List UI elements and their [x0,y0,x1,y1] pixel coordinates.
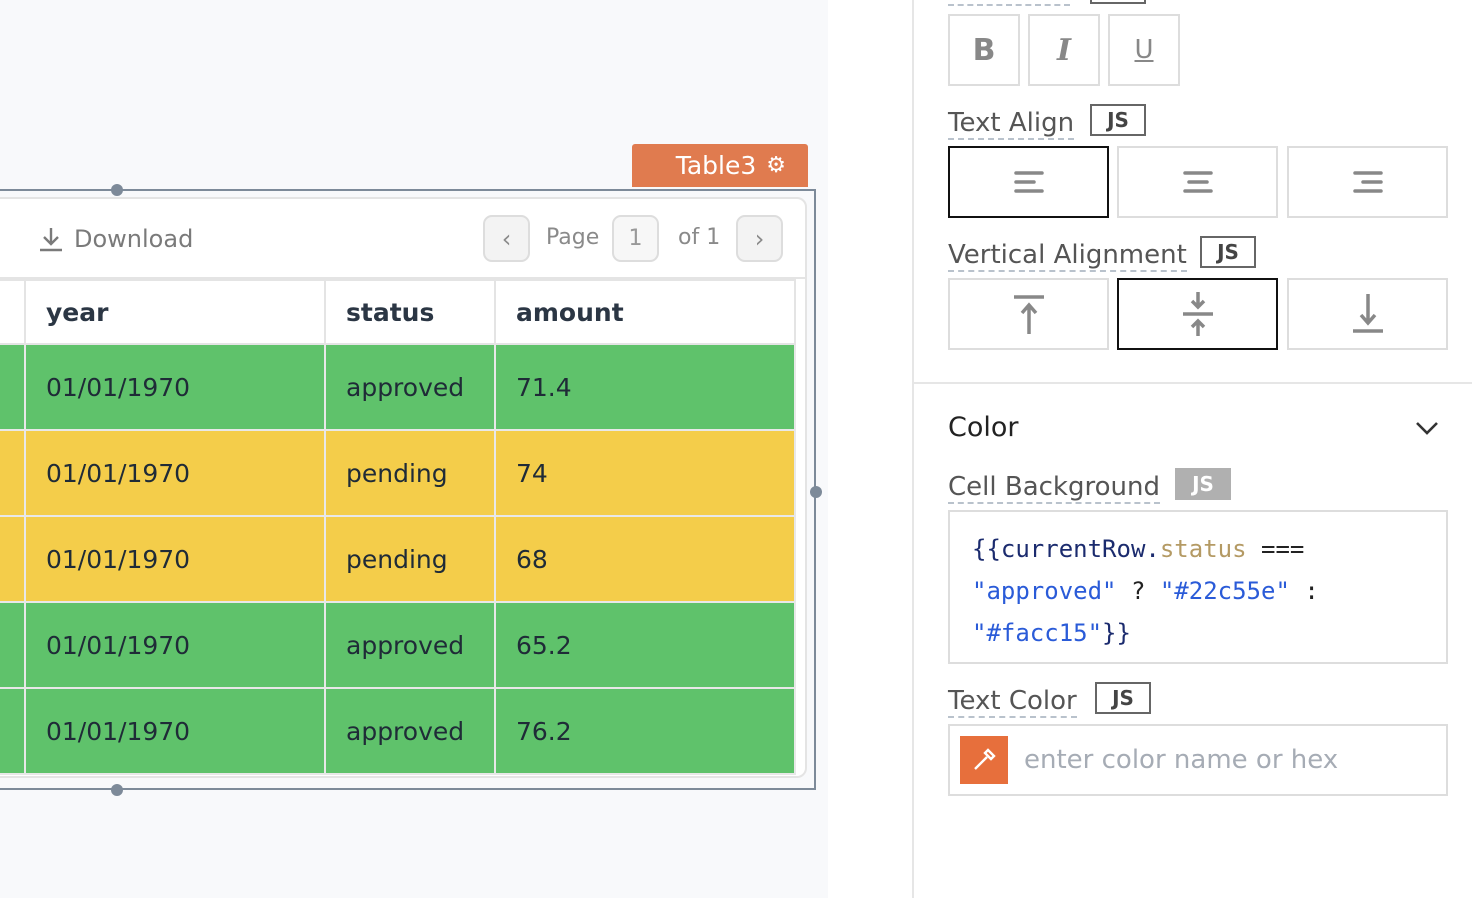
text-align-js-toggle[interactable]: JS [1090,104,1146,136]
download-label: Download [74,225,194,253]
column-header-status[interactable]: status [324,279,496,345]
cell-status[interactable]: approved [324,343,496,431]
cell-amount[interactable]: 71.4 [494,343,796,431]
resize-handle-bottom[interactable] [111,784,123,796]
code-token: "#22c55e" [1159,577,1290,605]
underline-button[interactable]: U [1108,14,1180,86]
color-section-title: Color [948,412,1019,443]
align-right-icon [1352,171,1383,193]
text-color-label: Text Color [948,686,1077,718]
vertical-alignment-js-toggle[interactable]: JS [1200,236,1256,268]
cell-hidden[interactable] [0,343,26,431]
emphasis-js-toggle[interactable] [1090,0,1146,4]
chevron-down-icon[interactable] [1414,420,1440,438]
cell-year[interactable]: 01/01/1970 [24,515,326,603]
cell-year[interactable]: 01/01/1970 [24,601,326,689]
vertical-alignment-label: Vertical Alignment [948,240,1187,272]
align-middle-icon [1182,292,1213,336]
color-picker-button[interactable] [960,736,1008,784]
align-right-button[interactable] [1287,146,1448,218]
cell-background-label: Cell Background [948,472,1160,504]
table-row[interactable]: 01/01/1970 approved 65.2 [0,601,796,689]
code-token: }} [1102,619,1131,647]
code-token: === [1246,535,1305,563]
emphasis-label [948,0,1070,6]
column-header-amount[interactable]: amount [494,279,796,345]
text-color-js-toggle[interactable]: JS [1095,682,1151,714]
eyedropper-icon [974,748,996,770]
column-header-hidden [0,279,26,345]
page-number-input[interactable]: 1 [612,215,659,262]
cell-amount[interactable]: 68 [494,515,796,603]
align-center-button[interactable] [1117,146,1278,218]
align-top-icon [1013,295,1044,334]
canvas: Table3 ⚙ Download ‹ Page 1 of 1 › year s… [0,144,822,796]
cell-amount[interactable]: 74 [494,429,796,517]
column-header-year[interactable]: year [24,279,326,345]
section-divider [914,382,1472,384]
cell-hidden[interactable] [0,429,26,517]
align-left-button[interactable] [948,146,1109,218]
code-token: status [1159,535,1247,563]
property-panel: B I U Text Align JS Vertical Alignment J… [912,0,1472,898]
cell-hidden[interactable] [0,515,26,603]
code-token: ? [1116,577,1160,605]
gear-icon[interactable]: ⚙ [766,153,786,178]
cell-hidden[interactable] [0,687,26,775]
valign-center-button[interactable] [1117,278,1278,350]
text-align-label: Text Align [948,108,1075,140]
align-bottom-icon [1352,294,1383,333]
text-color-placeholder: enter color name or hex [1024,745,1339,775]
cell-background-code-editor[interactable]: {{currentRow.status === "approved" ? "#2… [948,510,1448,664]
widget-name: Table3 [675,151,757,180]
cell-status[interactable]: pending [324,515,496,603]
table-row[interactable]: 01/01/1970 pending 74 [0,429,796,517]
table-row[interactable]: 01/01/1970 pending 68 [0,515,796,603]
cell-amount[interactable]: 65.2 [494,601,796,689]
code-token: {{currentRow. [972,535,1160,563]
resize-handle-right[interactable] [810,486,822,498]
prev-page-button[interactable]: ‹ [483,215,530,262]
download-icon [40,228,62,252]
table-row[interactable]: 01/01/1970 approved 76.2 [0,687,796,775]
resize-handle-top[interactable] [111,184,123,196]
code-token: "#facc15" [972,619,1103,647]
next-page-button[interactable]: › [736,215,783,262]
cell-year[interactable]: 01/01/1970 [24,429,326,517]
cell-status[interactable]: pending [324,429,496,517]
align-center-icon [1182,171,1213,193]
cell-amount[interactable]: 76.2 [494,687,796,775]
table-row[interactable]: 01/01/1970 approved 71.4 [0,343,796,431]
widget-name-tag[interactable]: Table3 ⚙ [632,144,808,187]
cell-status[interactable]: approved [324,601,496,689]
chevron-right-icon: › [754,224,765,253]
italic-button[interactable]: I [1028,14,1100,86]
cell-status[interactable]: approved [324,687,496,775]
valign-bottom-button[interactable] [1287,278,1448,350]
page-label: Page [546,225,600,250]
download-button[interactable]: Download [38,225,193,253]
bold-button[interactable]: B [948,14,1020,86]
chevron-left-icon: ‹ [501,224,512,253]
table-widget: Download ‹ Page 1 of 1 › year status amo… [0,197,807,778]
cell-hidden[interactable] [0,601,26,689]
table-toolbar: Download ‹ Page 1 of 1 › [0,199,805,279]
code-token: : [1289,577,1319,605]
align-left-icon [1013,171,1044,193]
cell-year[interactable]: 01/01/1970 [24,687,326,775]
page-total: of 1 [678,225,721,250]
cell-year[interactable]: 01/01/1970 [24,343,326,431]
text-color-input[interactable]: enter color name or hex [948,724,1448,796]
cell-background-js-toggle[interactable]: JS [1175,468,1231,500]
data-table: year status amount 01/01/1970 approved 71.… [0,279,796,775]
valign-top-button[interactable] [948,278,1109,350]
code-token: "approved" [972,577,1117,605]
